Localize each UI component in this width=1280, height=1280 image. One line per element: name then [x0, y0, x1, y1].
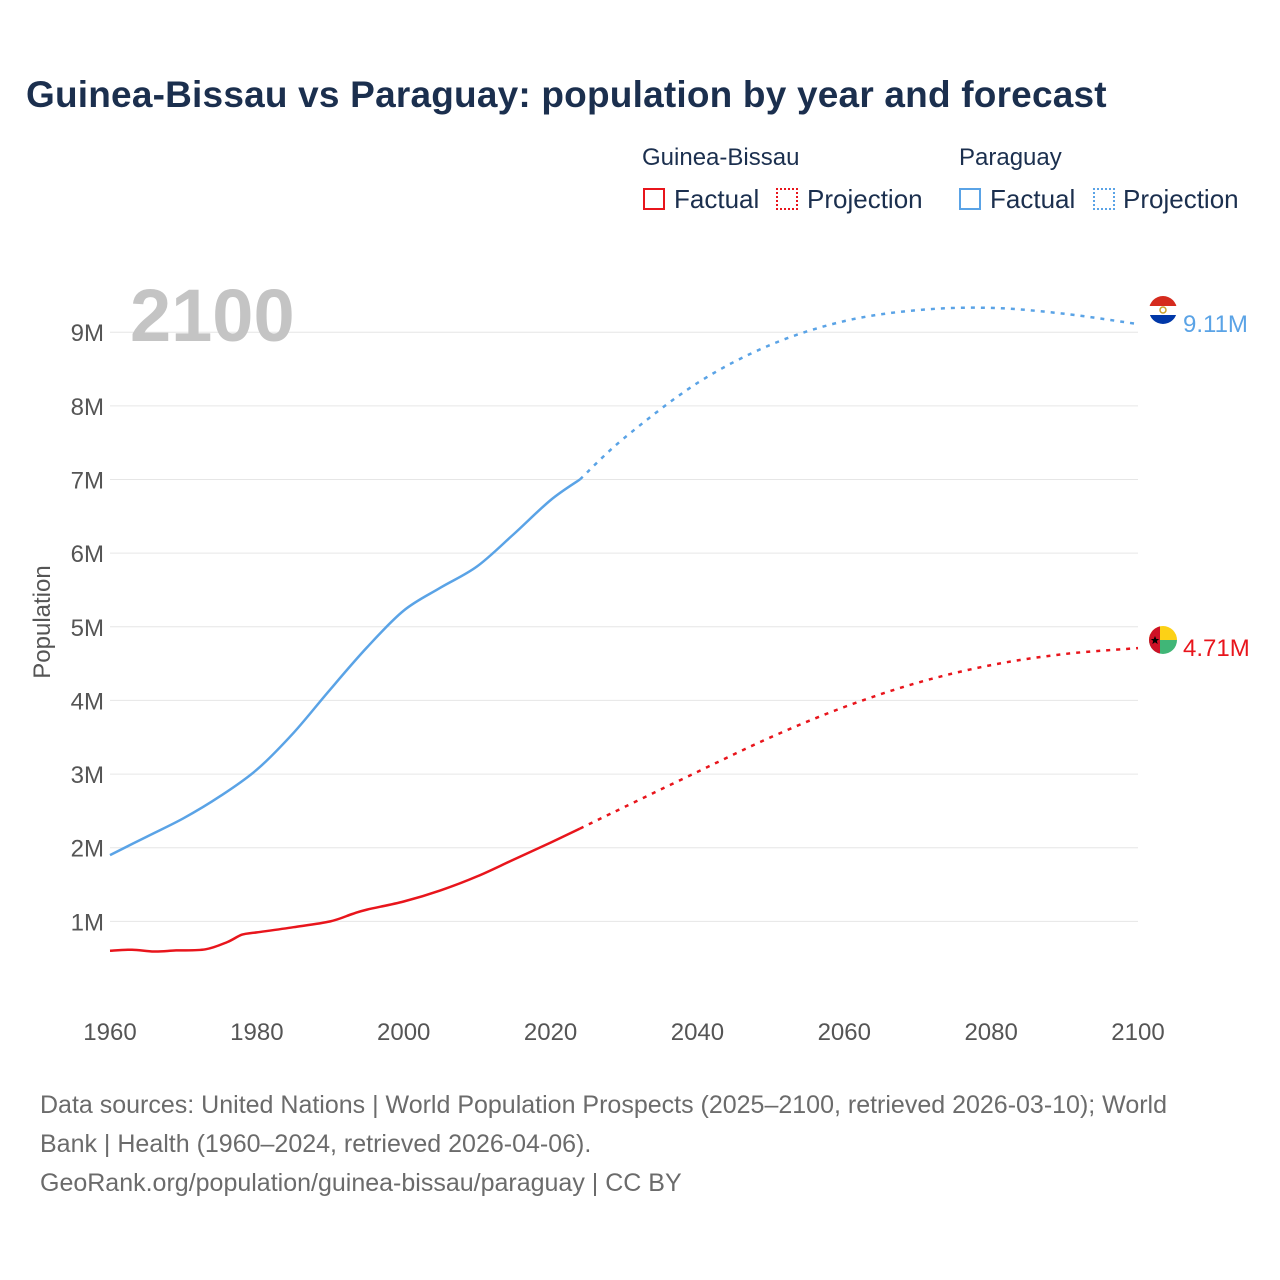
x-tick-label: 2080 [964, 1019, 1017, 1046]
x-tick-label: 2060 [818, 1019, 871, 1046]
y-axis-label: Population [29, 565, 56, 678]
end-label-paraguay: 9.11M [1183, 311, 1248, 338]
series-line-guinea-bissau-projection [579, 646, 1139, 830]
x-tick-label: 2100 [1111, 1019, 1164, 1046]
y-tick-label: 5M [71, 615, 104, 642]
legend-swatch-guinea-bissau-projection[interactable] [776, 188, 798, 210]
y-tick-label: 2M [71, 836, 104, 863]
legend-swatch-paraguay-projection[interactable] [1093, 188, 1115, 210]
y-tick-label: 9M [71, 320, 104, 347]
footer-sources-line2: Bank | Health (1960–2024, retrieved 2026… [40, 1130, 592, 1158]
chart-title: Guinea-Bissau vs Paraguay: population by… [26, 74, 1107, 115]
x-tick-label: 2000 [377, 1019, 430, 1046]
y-axis: 1M 2M 3M 4M 5M 6M 7M 8M 9M [71, 320, 104, 936]
y-tick-label: 3M [71, 762, 104, 789]
guinea-bissau-flag [1149, 626, 1177, 654]
legend-group-guinea-bissau: Guinea-Bissau [642, 144, 800, 171]
legend-label-guinea-bissau-projection[interactable]: Projection [807, 184, 923, 214]
series-line-paraguay-projection [579, 306, 1139, 481]
legend-swatch-paraguay-factual[interactable] [959, 188, 981, 210]
x-tick-label: 2040 [671, 1019, 724, 1046]
line-chart: 2100 1M 2M 3M 4M 5M 6M 7M 8M 9M 1960 1980 2000 2020… [29, 274, 1250, 1046]
y-tick-label: 1M [71, 909, 104, 936]
year-watermark: 2100 [130, 274, 295, 357]
footer: Data sources: United Nations | World Pop… [40, 1086, 1240, 1203]
y-tick-label: 8M [71, 394, 104, 421]
paraguay-flag [1149, 296, 1177, 324]
legend-label-paraguay-factual[interactable]: Factual [990, 184, 1076, 214]
x-tick-label: 1980 [230, 1019, 283, 1046]
legend-swatch-guinea-bissau-factual[interactable] [643, 188, 665, 210]
y-tick-label: 4M [71, 688, 104, 715]
end-labels: 4.71M 9.11M [1183, 311, 1250, 662]
legend-label-paraguay-projection[interactable]: Projection [1123, 184, 1239, 214]
series-lines [109, 306, 1139, 953]
footer-sources-line1: Data sources: United Nations | World Pop… [40, 1091, 1168, 1119]
x-axis: 1960 1980 2000 2020 2040 2060 2080 2100 [83, 1019, 1164, 1046]
x-tick-label: 1960 [83, 1019, 136, 1046]
footer-url[interactable]: GeoRank.org/population/guinea-bissau/par… [40, 1169, 682, 1197]
grid-lines [110, 331, 1138, 922]
y-tick-label: 6M [71, 541, 104, 568]
x-tick-label: 2020 [524, 1019, 577, 1046]
y-tick-label: 7M [71, 467, 104, 494]
series-line-paraguay-factual [109, 478, 581, 857]
legend-group-paraguay: Paraguay [959, 144, 1062, 171]
series-line-guinea-bissau-factual [109, 827, 581, 953]
end-label-guinea-bissau: 4.71M [1183, 635, 1250, 662]
legend-label-guinea-bissau-factual[interactable]: Factual [674, 184, 760, 214]
